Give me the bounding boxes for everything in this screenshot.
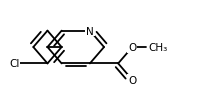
Text: O: O [128,75,136,85]
Text: Cl: Cl [9,59,19,69]
Text: N: N [86,26,94,36]
Text: O: O [128,43,136,53]
Text: CH₃: CH₃ [148,43,168,53]
